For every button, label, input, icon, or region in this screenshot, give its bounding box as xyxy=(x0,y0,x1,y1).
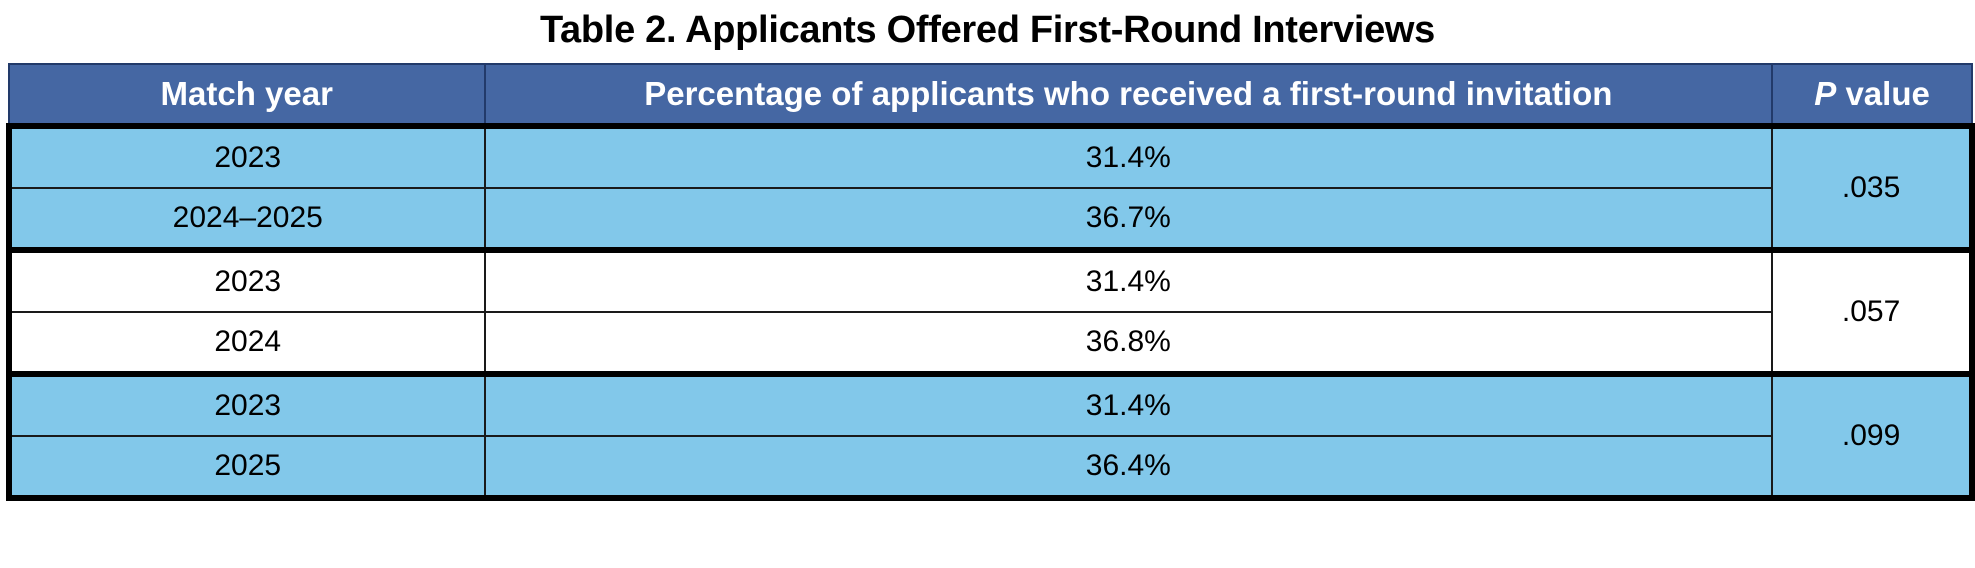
match-year-cell: 2024 xyxy=(8,311,486,375)
header-value-label: value xyxy=(1836,75,1930,112)
comparison-group-3: 2023 31.4% .099 2025 36.4% xyxy=(8,373,1973,499)
p-value-cell: .057 xyxy=(1771,249,1973,375)
table-row: 2023 31.4% .035 xyxy=(8,125,1973,251)
match-year-cell: 2023 xyxy=(8,373,486,437)
table-row: 2024 36.8% xyxy=(8,311,1972,375)
percentage-cell: 36.8% xyxy=(483,311,1774,375)
header-p-value: P value xyxy=(1771,63,1973,127)
results-table: Match year Percentage of applicants who … xyxy=(6,63,1975,501)
percentage-cell: 36.4% xyxy=(483,435,1774,499)
percentage-cell: 36.7% xyxy=(483,187,1774,251)
header-match-year: Match year xyxy=(8,63,486,127)
header-p-letter: P xyxy=(1814,75,1837,112)
table-row: 2025 36.4% xyxy=(8,435,1972,499)
match-year-cell: 2023 xyxy=(8,125,486,189)
match-year-cell: 2023 xyxy=(8,249,486,313)
table-header: Match year Percentage of applicants who … xyxy=(8,63,1973,127)
match-year-cell: 2025 xyxy=(8,435,486,499)
table-row: 2023 31.4% .099 xyxy=(8,373,1973,499)
header-percentage: Percentage of applicants who received a … xyxy=(483,63,1774,127)
percentage-cell: 31.4% xyxy=(483,125,1774,189)
percentage-cell: 31.4% xyxy=(483,373,1774,437)
comparison-group-2: 2023 31.4% .057 2024 36.8% xyxy=(8,249,1973,375)
table-row: 2023 31.4% .057 xyxy=(8,249,1973,375)
header-row: Match year Percentage of applicants who … xyxy=(8,63,1973,127)
results-table-container: Match year Percentage of applicants who … xyxy=(6,63,1975,501)
p-value-cell: .099 xyxy=(1771,373,1973,499)
table-row: 2024–2025 36.7% xyxy=(8,187,1972,251)
match-year-cell: 2024–2025 xyxy=(8,187,486,251)
p-value-cell: .035 xyxy=(1771,125,1973,251)
percentage-cell: 31.4% xyxy=(483,249,1774,313)
comparison-group-1: 2023 31.4% .035 2024–2025 36.7% xyxy=(8,125,1973,251)
table-title: Table 2. Applicants Offered First-Round … xyxy=(539,9,1436,51)
